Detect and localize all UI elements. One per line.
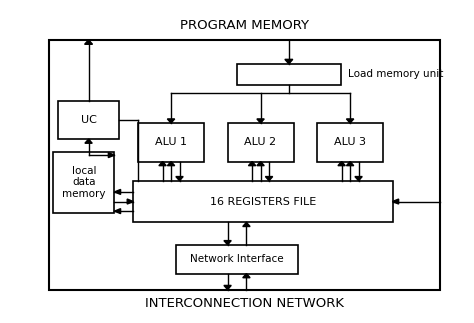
Polygon shape <box>346 119 354 123</box>
Polygon shape <box>243 274 250 278</box>
Polygon shape <box>85 139 92 143</box>
Polygon shape <box>115 189 120 194</box>
Polygon shape <box>159 162 166 166</box>
Polygon shape <box>265 177 273 181</box>
Polygon shape <box>392 199 399 204</box>
Text: Network Interface: Network Interface <box>190 254 284 264</box>
Polygon shape <box>176 177 183 181</box>
Polygon shape <box>224 241 231 245</box>
Bar <box>317 123 383 162</box>
Polygon shape <box>285 59 293 64</box>
Text: ALU 1: ALU 1 <box>155 137 187 147</box>
Polygon shape <box>224 286 231 290</box>
Bar <box>237 64 341 85</box>
Bar <box>48 40 439 290</box>
Text: ALU 2: ALU 2 <box>245 137 277 147</box>
Text: local
data
memory: local data memory <box>62 166 106 199</box>
Bar <box>53 152 115 213</box>
Polygon shape <box>109 152 115 158</box>
Bar <box>228 123 293 162</box>
Polygon shape <box>338 162 345 166</box>
Text: 16 REGISTERS FILE: 16 REGISTERS FILE <box>210 196 316 206</box>
Polygon shape <box>243 222 250 226</box>
Polygon shape <box>84 40 92 44</box>
Bar <box>58 101 119 139</box>
Text: ALU 3: ALU 3 <box>334 137 366 147</box>
Polygon shape <box>355 177 362 181</box>
Text: UC: UC <box>81 115 97 125</box>
Bar <box>133 181 392 222</box>
Text: Load memory unit: Load memory unit <box>348 69 443 79</box>
Polygon shape <box>257 162 264 166</box>
Text: PROGRAM MEMORY: PROGRAM MEMORY <box>180 19 309 32</box>
Polygon shape <box>346 162 354 166</box>
Polygon shape <box>115 209 120 214</box>
Bar <box>176 245 298 274</box>
Polygon shape <box>167 162 175 166</box>
Polygon shape <box>167 119 175 123</box>
Bar <box>138 123 204 162</box>
Polygon shape <box>248 162 256 166</box>
Text: INTERCONNECTION NETWORK: INTERCONNECTION NETWORK <box>145 297 344 310</box>
Polygon shape <box>257 119 264 123</box>
Polygon shape <box>127 199 133 204</box>
